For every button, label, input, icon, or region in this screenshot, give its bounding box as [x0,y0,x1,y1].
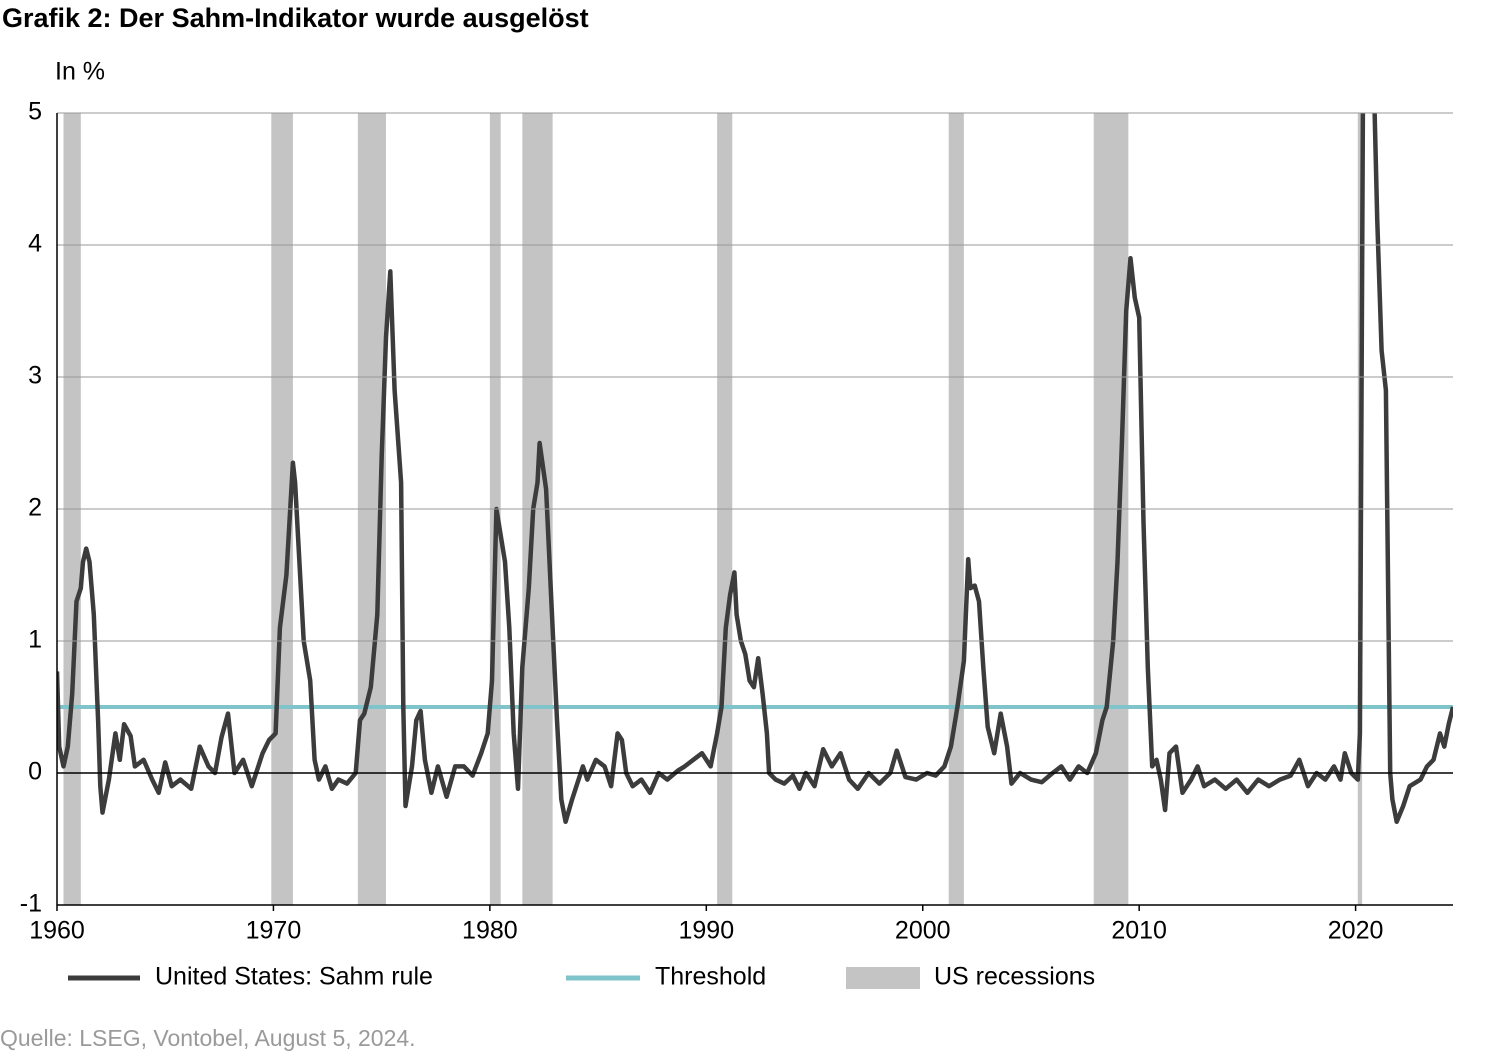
data-line [57,113,1453,825]
x-tick-label: 1980 [462,917,518,945]
legend-label: US recessions [934,963,1095,991]
legend-label: United States: Sahm rule [155,963,433,991]
y-tick-label: 5 [28,98,42,126]
y-tick-label: -1 [20,890,42,918]
y-tick-label: 2 [28,494,42,522]
x-tick-label: 1970 [246,917,302,945]
x-tick-label: 2000 [895,917,951,945]
y-tick-label: 3 [28,362,42,390]
y-tick-label: 0 [28,758,42,786]
x-tick-label: 2020 [1328,917,1384,945]
source-note: Quelle: LSEG, Vontobel, August 5, 2024. [0,1025,416,1051]
y-axis-label: In % [55,58,105,86]
y-tick-label: 4 [28,230,42,258]
chart-title: Grafik 2: Der Sahm-Indikator wurde ausge… [2,3,589,33]
x-tick-label: 1960 [29,917,85,945]
legend-swatch [846,967,920,989]
x-tick-label: 1990 [678,917,734,945]
plot-area [57,113,1453,905]
legend-label: Threshold [655,963,766,991]
y-tick-label: 1 [28,626,42,654]
x-tick-label: 2010 [1111,917,1167,945]
